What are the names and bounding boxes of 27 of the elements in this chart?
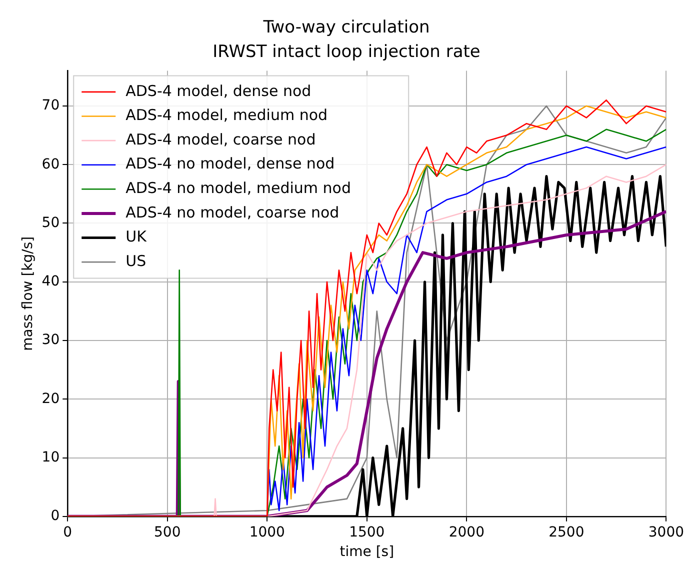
x-tick-label: 500 xyxy=(154,524,181,540)
chart-title: Two-way circulation xyxy=(262,18,430,38)
y-axis-title: mass flow [kg/s] xyxy=(20,236,36,351)
y-tick-label: 10 xyxy=(42,449,60,466)
y-tick-label: 50 xyxy=(42,214,60,231)
x-tick-label: 3000 xyxy=(648,524,684,540)
x-tick-label: 0 xyxy=(63,524,72,540)
x-tick-label: 2000 xyxy=(448,524,484,540)
legend-label: ADS-4 no model, medium nod xyxy=(126,179,351,198)
x-axis-title: time [s] xyxy=(340,544,394,560)
y-tick-label: 30 xyxy=(42,332,60,348)
y-tick-label: 70 xyxy=(42,98,60,114)
legend-label: ADS-4 no model, coarse nod xyxy=(126,203,340,222)
legend-label: ADS-4 no model, dense nod xyxy=(126,154,335,173)
y-tick-label: 0 xyxy=(50,508,60,524)
legend-label: ADS-4 model, medium nod xyxy=(126,106,328,124)
x-tick-label: 1500 xyxy=(349,524,385,540)
y-tick-label: 60 xyxy=(42,156,60,172)
y-tick-label: 20 xyxy=(42,390,60,407)
legend-label: US xyxy=(126,252,146,270)
x-tick-label: 2500 xyxy=(548,524,584,540)
x-tick-label: 1000 xyxy=(249,524,285,540)
y-tick-label: 40 xyxy=(42,274,60,290)
legend-label: UK xyxy=(126,228,148,246)
legend-label: ADS-4 model, dense nod xyxy=(126,82,312,100)
chart-subtitle: IRWST intact loop injection rate xyxy=(212,42,480,62)
legend-label: ADS-4 model, coarse nod xyxy=(126,130,316,148)
